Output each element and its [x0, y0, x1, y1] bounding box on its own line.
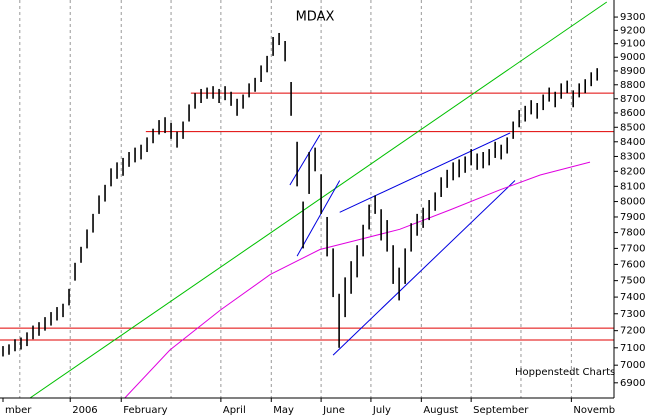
- y-tick-label: 7600: [620, 259, 645, 270]
- y-tick-label: 8900: [620, 66, 645, 77]
- y-tick-label: 7200: [620, 326, 645, 337]
- y-tick-label: 9000: [620, 52, 645, 63]
- y-tick-label: 6900: [620, 378, 645, 389]
- y-tick-label: 7500: [620, 276, 645, 287]
- x-tick-label: mber: [5, 405, 32, 416]
- x-tick-label: May: [273, 405, 294, 416]
- x-tick-label: June: [322, 405, 345, 416]
- y-tick-label: 7000: [620, 360, 645, 371]
- trend-line: [29, 1, 608, 398]
- y-tick-label: 9100: [620, 39, 645, 50]
- plot-area: [0, 0, 614, 398]
- y-tick-label: 8200: [620, 166, 645, 177]
- y-tick-label: 8500: [620, 122, 645, 133]
- source-note: Hoppenstedt Charts: [515, 367, 615, 378]
- y-tick-label: 7300: [620, 309, 645, 320]
- trend-line: [124, 161, 591, 398]
- y-tick-label: 7800: [620, 228, 645, 239]
- y-tick-label: 9300: [620, 12, 645, 23]
- y-tick-label: 8000: [620, 197, 645, 208]
- y-tick-label: 7400: [620, 292, 645, 303]
- chart-title: MDAX: [296, 10, 335, 25]
- x-tick-label: September: [473, 405, 529, 416]
- x-tick-label: August: [423, 405, 458, 416]
- y-tick-label: 8700: [620, 94, 645, 105]
- x-tick-label: 2006: [72, 405, 97, 416]
- trend-line: [339, 132, 511, 213]
- x-tick-label: Novemb: [573, 405, 615, 416]
- y-tick-label: 8400: [620, 137, 645, 148]
- y-tick-label: 7700: [620, 243, 645, 254]
- y-tick-label: 8600: [620, 108, 645, 119]
- y-tick-label: 9200: [620, 25, 645, 36]
- trend-line: [296, 180, 341, 257]
- y-tick-label: 7100: [620, 343, 645, 354]
- y-tick-label: 8100: [620, 181, 645, 192]
- x-tick-label: April: [223, 405, 246, 416]
- x-tick-label: July: [372, 405, 391, 416]
- x-tick-label: February: [123, 405, 167, 416]
- trend-line: [332, 180, 516, 356]
- y-tick-label: 7900: [620, 212, 645, 223]
- y-tick-label: 8300: [620, 151, 645, 162]
- trend-line: [289, 134, 321, 186]
- y-tick-label: 8800: [620, 80, 645, 91]
